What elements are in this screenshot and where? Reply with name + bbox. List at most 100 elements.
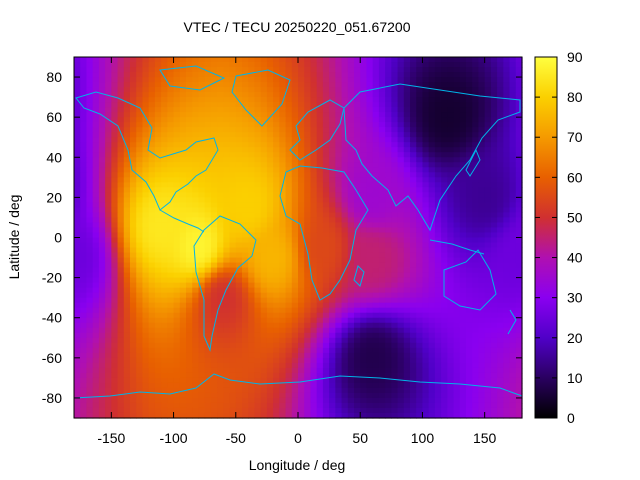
heatmap-cell bbox=[167, 107, 175, 113]
heatmap-cell bbox=[310, 87, 318, 93]
heatmap-cell bbox=[466, 187, 473, 193]
heatmap-cell bbox=[161, 182, 168, 188]
heatmap-cell bbox=[173, 287, 181, 294]
heatmap-cell bbox=[453, 257, 461, 264]
heatmap-cell bbox=[173, 382, 181, 389]
heatmap-cell bbox=[210, 182, 218, 188]
heatmap-cell bbox=[410, 332, 417, 339]
heatmap-cell bbox=[403, 97, 411, 103]
heatmap-cell bbox=[173, 77, 181, 83]
heatmap-cell bbox=[490, 277, 498, 284]
heatmap-cell bbox=[403, 367, 411, 374]
heatmap-cell bbox=[186, 202, 193, 209]
heatmap-cell bbox=[441, 212, 448, 219]
heatmap-cell bbox=[136, 377, 144, 384]
heatmap-cell bbox=[329, 152, 336, 158]
heatmap-cell bbox=[466, 222, 473, 229]
heatmap-cell bbox=[472, 302, 480, 309]
heatmap-cell bbox=[248, 287, 256, 294]
heatmap-cell bbox=[260, 232, 268, 239]
heatmap-cell bbox=[403, 397, 411, 404]
heatmap-cell bbox=[304, 367, 312, 374]
heatmap-cell bbox=[503, 87, 511, 93]
heatmap-cell bbox=[273, 287, 280, 294]
heatmap-cell bbox=[316, 187, 324, 193]
heatmap-cell bbox=[447, 397, 455, 404]
heatmap-cell bbox=[74, 197, 81, 203]
heatmap-cell bbox=[98, 377, 106, 384]
heatmap-cell bbox=[117, 67, 125, 73]
heatmap-cell bbox=[111, 217, 119, 224]
heatmap-cell bbox=[360, 367, 368, 374]
heatmap-cell bbox=[266, 77, 274, 83]
heatmap-cell bbox=[223, 262, 231, 269]
heatmap-cell bbox=[360, 242, 368, 249]
heatmap-cell bbox=[497, 72, 504, 78]
heatmap-cell bbox=[273, 277, 280, 284]
heatmap-cell bbox=[279, 82, 287, 88]
heatmap-cell bbox=[403, 192, 411, 198]
heatmap-cell bbox=[447, 292, 455, 299]
heatmap-cell bbox=[310, 197, 318, 203]
heatmap-cell bbox=[167, 62, 175, 68]
heatmap-cell bbox=[86, 177, 94, 183]
heatmap-cell bbox=[354, 172, 361, 178]
heatmap-cell bbox=[210, 282, 218, 289]
heatmap-cell bbox=[428, 217, 436, 224]
heatmap-cell bbox=[92, 242, 100, 249]
heatmap-cell bbox=[472, 82, 480, 88]
heatmap-cell bbox=[111, 157, 119, 163]
heatmap-cell bbox=[484, 172, 492, 178]
heatmap-cell bbox=[285, 87, 293, 93]
heatmap-cell bbox=[509, 327, 517, 334]
heatmap-cell bbox=[161, 172, 168, 178]
heatmap-cell bbox=[204, 392, 212, 399]
heatmap-cell bbox=[298, 357, 305, 364]
heatmap-cell bbox=[154, 237, 162, 244]
heatmap-cell bbox=[304, 107, 312, 113]
heatmap-cell bbox=[130, 302, 137, 309]
heatmap-cell bbox=[179, 247, 187, 254]
heatmap-cell bbox=[509, 192, 517, 198]
heatmap-cell bbox=[503, 267, 511, 274]
heatmap-cell bbox=[186, 232, 193, 239]
heatmap-cell bbox=[229, 102, 237, 108]
heatmap-cell bbox=[503, 357, 511, 364]
heatmap-cell bbox=[266, 92, 274, 98]
heatmap-cell bbox=[354, 377, 361, 384]
heatmap-cell bbox=[142, 352, 150, 359]
heatmap-cell bbox=[92, 187, 100, 193]
heatmap-cell bbox=[204, 167, 212, 173]
heatmap-cell bbox=[509, 247, 517, 254]
heatmap-cell bbox=[298, 267, 305, 274]
heatmap-cell bbox=[322, 102, 330, 108]
heatmap-cell bbox=[217, 57, 224, 63]
heatmap-cell bbox=[179, 287, 187, 294]
heatmap-cell bbox=[459, 267, 467, 274]
heatmap-cell bbox=[105, 182, 112, 188]
heatmap-cell bbox=[497, 237, 504, 244]
heatmap-cell bbox=[266, 222, 274, 229]
heatmap-cell bbox=[515, 62, 523, 68]
heatmap-cell bbox=[322, 82, 330, 88]
heatmap-cell bbox=[385, 342, 392, 349]
heatmap-cell bbox=[329, 372, 336, 379]
heatmap-cell bbox=[142, 272, 150, 279]
heatmap-cell bbox=[478, 267, 486, 274]
heatmap-cell bbox=[422, 157, 430, 163]
heatmap-cell bbox=[210, 287, 218, 294]
heatmap-cell bbox=[497, 307, 504, 314]
heatmap-cell bbox=[142, 342, 150, 349]
heatmap-cell bbox=[148, 327, 156, 334]
heatmap-cell bbox=[459, 127, 467, 133]
heatmap-cell bbox=[154, 377, 162, 384]
heatmap-cell bbox=[217, 242, 224, 249]
heatmap-cell bbox=[403, 207, 411, 214]
heatmap-cell bbox=[453, 337, 461, 344]
heatmap-cell bbox=[428, 347, 436, 354]
heatmap-cell bbox=[223, 142, 231, 148]
heatmap-cell bbox=[447, 287, 455, 294]
heatmap-cell bbox=[273, 177, 280, 183]
heatmap-cell bbox=[341, 102, 349, 108]
heatmap-cell bbox=[173, 187, 181, 193]
